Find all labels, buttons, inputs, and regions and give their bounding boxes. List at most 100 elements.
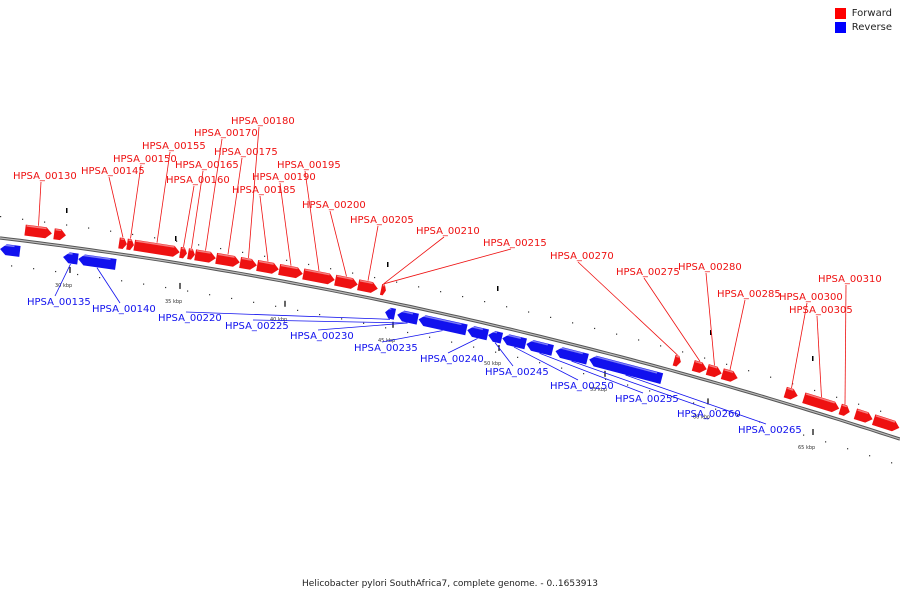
forward-gene[interactable] (853, 408, 874, 425)
gene-arrow-shine (842, 404, 847, 408)
reverse-gene-label: HPSA_00230 (290, 331, 354, 342)
leader-line (130, 164, 142, 239)
minor-tick (506, 306, 508, 308)
genome-backbone-highlight (0, 237, 900, 440)
forward-gene[interactable] (379, 284, 387, 296)
forward-gene[interactable] (871, 414, 900, 433)
forward-gene[interactable] (24, 224, 52, 239)
reverse-gene[interactable] (0, 244, 21, 257)
forward-gene-label: HPSA_00205 (350, 215, 414, 226)
forward-gene-label: HPSA_00195 (277, 160, 341, 171)
forward-gene[interactable] (302, 268, 336, 286)
forward-gene[interactable] (239, 257, 258, 271)
minor-tick (594, 327, 596, 330)
forward-gene-label: HPSA_00165 (175, 160, 239, 171)
gene-arrow-shine (217, 253, 235, 258)
reverse-swatch (834, 22, 846, 33)
genome-caption: Helicobacter pylori SouthAfrica7, comple… (302, 579, 598, 589)
scale-tick-label: 30 kbp (55, 283, 72, 289)
reverse-gene-label: HPSA_00255 (615, 394, 679, 405)
minor-tick (55, 270, 57, 273)
forward-gene[interactable] (256, 260, 280, 275)
minor-tick (429, 336, 431, 338)
gene-arrow-body (334, 274, 358, 289)
forward-gene[interactable] (334, 274, 359, 290)
minor-tick (814, 389, 816, 392)
legend: Forward Reverse (834, 8, 892, 36)
forward-gene[interactable] (118, 237, 128, 249)
gene-arrow-body (555, 347, 589, 365)
reverse-gene[interactable] (466, 325, 489, 341)
forward-gene[interactable] (133, 239, 180, 258)
minor-tick (275, 305, 277, 307)
forward-gene[interactable] (278, 264, 304, 279)
reverse-gene-label: HPSA_00225 (225, 321, 289, 332)
reverse-gene[interactable] (554, 346, 589, 365)
gene-arrow-body (720, 368, 738, 382)
gene-arrow-body (783, 386, 798, 400)
forward-gene[interactable] (357, 279, 379, 294)
reverse-gene[interactable] (487, 330, 504, 344)
forward-gene[interactable] (783, 386, 800, 401)
reverse-gene[interactable] (396, 309, 419, 325)
forward-gene[interactable] (691, 360, 708, 374)
leader-line (96, 267, 121, 304)
leader-line (625, 374, 767, 425)
forward-gene[interactable] (720, 368, 739, 383)
reverse-gene[interactable] (525, 339, 554, 356)
forward-gene-label: HPSA_00175 (214, 147, 278, 158)
forward-gene-label: HPSA_00305 (789, 305, 853, 316)
gene-arrow-body (691, 360, 707, 373)
forward-gene-label: HPSA_00160 (166, 175, 230, 186)
forward-swatch (834, 8, 846, 19)
reverse-gene[interactable] (77, 254, 117, 270)
reverse-gene[interactable] (62, 252, 79, 265)
gene-arrow-body (802, 392, 840, 413)
minor-tick (462, 295, 464, 298)
gene-arrow-shine (79, 254, 111, 261)
minor-tick (869, 455, 871, 457)
forward-gene-label: HPSA_00185 (232, 185, 296, 196)
minor-tick (825, 441, 827, 443)
forward-gene[interactable] (672, 354, 683, 367)
minor-tick (297, 309, 299, 311)
minor-tick (539, 362, 541, 364)
forward-gene[interactable] (838, 403, 852, 417)
minor-tick (704, 357, 706, 359)
leader-line (38, 181, 42, 226)
gene-arrow-shine (528, 339, 548, 346)
minor-tick (627, 384, 629, 386)
leader-line (791, 302, 808, 389)
minor-tick (253, 301, 255, 303)
major-tick (175, 236, 177, 241)
forward-gene[interactable] (53, 228, 66, 241)
gene-arrow-shine (709, 364, 718, 369)
minor-tick (319, 313, 321, 316)
forward-gene-label: HPSA_00210 (416, 226, 480, 237)
reverse-gene[interactable] (588, 354, 664, 384)
minor-tick (286, 259, 288, 261)
forward-gene[interactable] (705, 364, 723, 379)
gene-arrow-body (118, 237, 127, 249)
reverse-gene[interactable] (501, 333, 527, 350)
forward-gene[interactable] (179, 246, 188, 259)
forward-gene[interactable] (126, 238, 135, 251)
scale-tick-label: 35 kbp (165, 299, 182, 305)
reverse-gene[interactable] (384, 307, 397, 320)
gene-arrow-body (488, 330, 504, 344)
leader-line (304, 170, 320, 272)
minor-tick (99, 277, 101, 279)
scale-tick-label: 60 kbp (693, 414, 710, 420)
major-tick (66, 208, 68, 213)
minor-tick (352, 272, 354, 274)
forward-gene-label: HPSA_00300 (779, 292, 843, 303)
leader-line (447, 338, 478, 354)
minor-tick (396, 281, 398, 283)
reverse-gene[interactable] (417, 314, 468, 336)
forward-gene[interactable] (215, 252, 241, 268)
forward-gene[interactable] (187, 248, 196, 260)
forward-gene[interactable] (802, 392, 841, 413)
forward-gene[interactable] (194, 249, 217, 263)
minor-tick (22, 218, 24, 220)
minor-tick (847, 448, 849, 450)
